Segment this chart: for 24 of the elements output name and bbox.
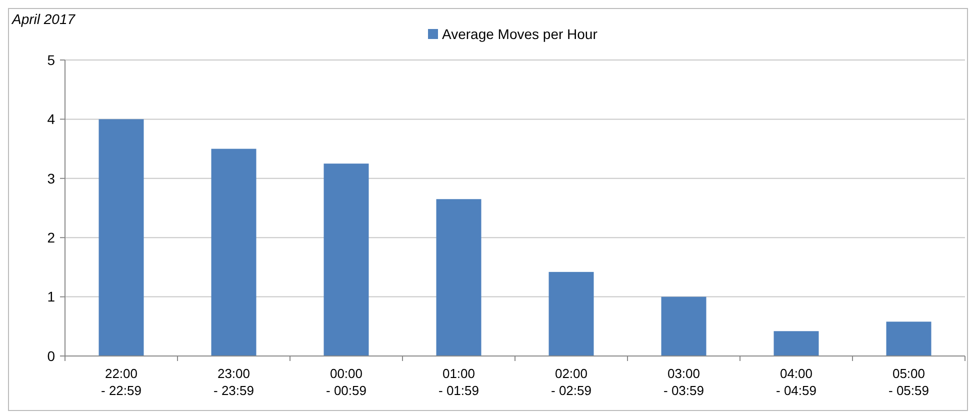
bar xyxy=(548,272,594,356)
y-tick-label: 1 xyxy=(47,288,56,305)
y-tick-label: 5 xyxy=(47,52,56,68)
y-tick-label: 2 xyxy=(47,230,56,246)
x-tick-label: 05:00 - 05:59 xyxy=(888,366,929,398)
x-tick-label: 04:00 - 04:59 xyxy=(776,366,816,398)
bar xyxy=(436,199,482,356)
x-tick-label: 22:00 - 22:59 xyxy=(101,366,142,398)
x-tick-label: 23:00 - 23:59 xyxy=(214,366,254,398)
x-tick-label: 03:00 - 03:59 xyxy=(664,366,704,398)
y-tick-label: 4 xyxy=(47,111,56,128)
x-tick-label: 02:00 - 02:59 xyxy=(551,366,592,398)
bar xyxy=(211,148,256,356)
y-tick-label: 0 xyxy=(47,348,56,364)
bar xyxy=(324,164,369,356)
legend-label: Average Moves per Hour xyxy=(442,26,598,42)
chart-title: April 2017 xyxy=(11,11,76,27)
x-tick-label: 01:00 - 01:59 xyxy=(438,366,479,398)
y-tick-label: 3 xyxy=(47,170,56,186)
bar xyxy=(661,296,706,356)
bar xyxy=(886,322,932,356)
bar xyxy=(774,331,819,356)
bar xyxy=(98,119,144,356)
x-tick-label: 00:00 - 00:59 xyxy=(326,366,366,398)
